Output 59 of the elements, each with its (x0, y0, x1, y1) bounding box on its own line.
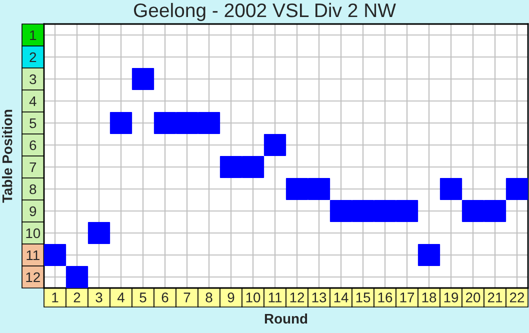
y-tick-label: 5 (30, 118, 36, 128)
point (176, 112, 198, 134)
y-tick-label: 11 (26, 250, 40, 260)
x-tick-label: 1 (52, 292, 58, 302)
y-tick-label: 2 (30, 52, 36, 62)
x-axis-title: Round (264, 313, 308, 324)
point (242, 156, 264, 178)
x-tick-label: 11 (268, 292, 282, 302)
point (418, 244, 440, 266)
x-tick-label: 14 (334, 292, 348, 302)
point (44, 244, 66, 266)
x-tick-label: 2 (74, 292, 80, 302)
y-tick-label: 7 (30, 162, 36, 172)
point (352, 200, 374, 222)
x-tick-label: 8 (206, 292, 212, 302)
y-tick-label: 6 (30, 140, 36, 150)
point (330, 200, 352, 222)
x-tick-label: 13 (312, 292, 326, 302)
y-tick-label: 4 (29, 96, 36, 106)
x-tick-label: 22 (510, 292, 524, 302)
point (506, 178, 528, 200)
y-tick-label: 9 (30, 206, 36, 216)
x-tick-label: 4 (117, 292, 124, 302)
x-tick-label: 9 (228, 292, 234, 302)
x-tick-label: 10 (246, 292, 260, 302)
x-tick-label: 12 (290, 292, 304, 302)
point (484, 200, 506, 222)
point (462, 200, 484, 222)
x-tick-label: 16 (378, 292, 392, 302)
point (308, 178, 330, 200)
y-tick-label: 1 (30, 30, 36, 40)
y-axis-title: Table Position (2, 110, 12, 203)
x-tick-label: 19 (444, 292, 458, 302)
point (66, 266, 88, 288)
x-tick-label: 7 (184, 292, 190, 302)
y-tick-label: 8 (30, 184, 36, 194)
x-tick-label: 5 (140, 292, 146, 302)
x-tick-label: 15 (356, 292, 370, 302)
point (396, 200, 418, 222)
point (286, 178, 308, 200)
x-tick-label: 20 (466, 292, 480, 302)
point (88, 222, 110, 244)
x-tick-label: 3 (96, 292, 102, 302)
x-tick-label: 18 (422, 292, 436, 302)
point (110, 112, 132, 134)
x-tick-label: 17 (400, 292, 414, 302)
y-tick-label: 10 (26, 228, 40, 238)
point (220, 156, 242, 178)
point (264, 134, 286, 156)
point (198, 112, 220, 134)
point (374, 200, 396, 222)
y-tick-label: 12 (26, 272, 40, 282)
x-tick-label: 6 (162, 292, 168, 302)
chart-title: Geelong - 2002 VSL Div 2 NW (134, 2, 396, 22)
point (440, 178, 462, 200)
y-tick-label: 3 (30, 74, 36, 84)
point (154, 112, 176, 134)
x-tick-label: 21 (488, 292, 502, 302)
point (132, 68, 154, 90)
